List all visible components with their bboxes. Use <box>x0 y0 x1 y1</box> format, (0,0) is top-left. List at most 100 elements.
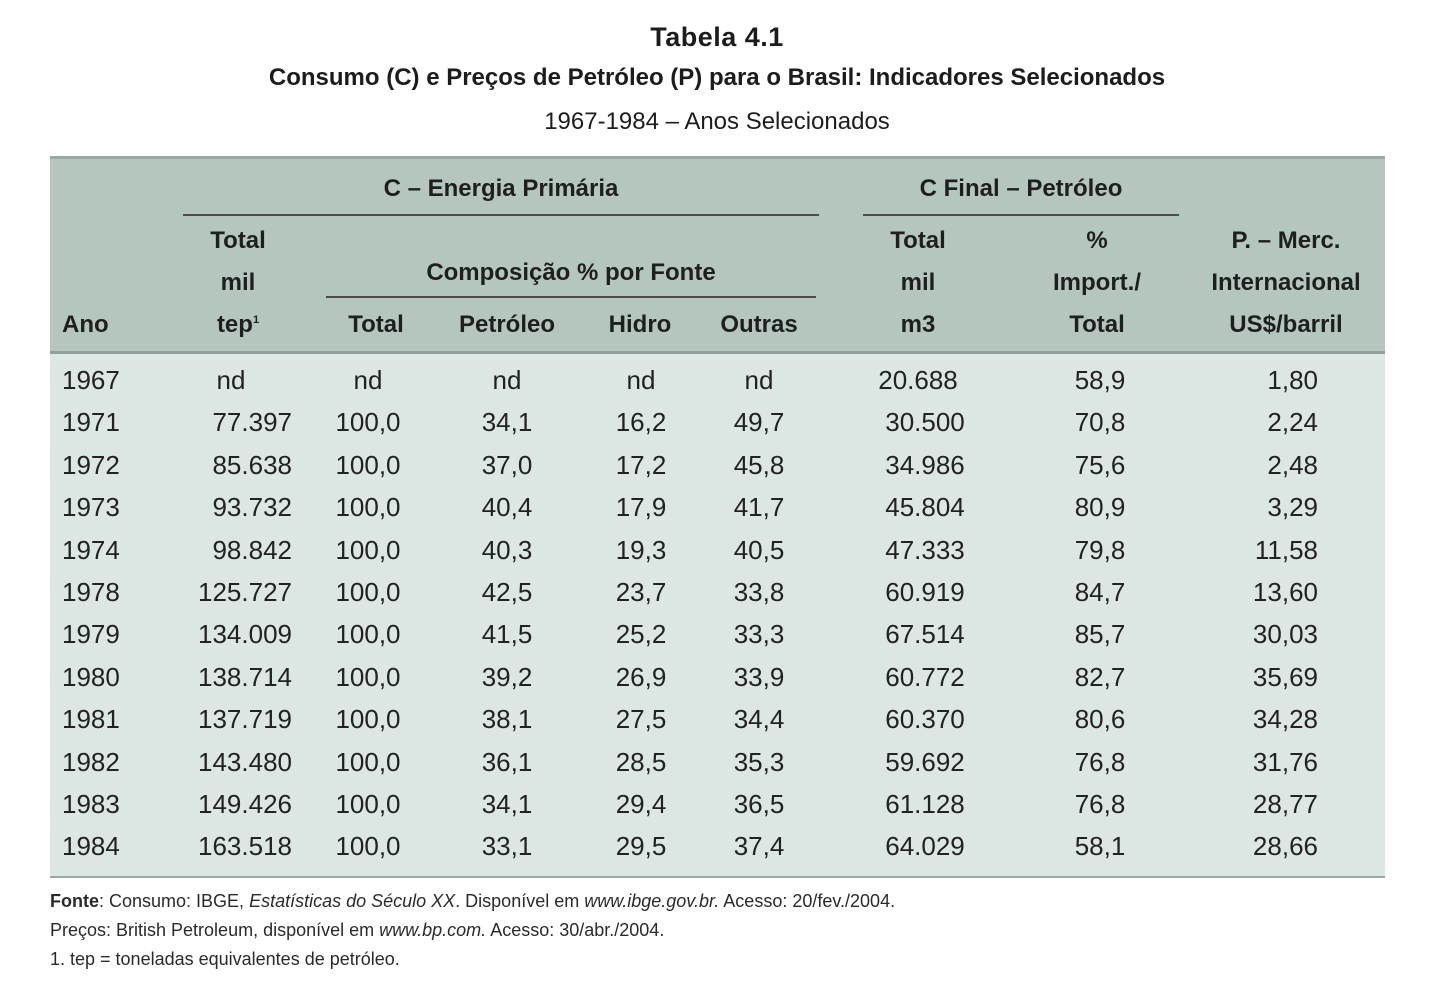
fonte-text-3: Acesso: 20/fev./2004. <box>719 891 896 911</box>
cell-total-tep: 138.714 <box>198 661 292 692</box>
cell-petroleo: 41,5 <box>481 619 533 650</box>
cell-import-pct: 80,9 <box>1074 492 1126 523</box>
cell-comp-total: 100,0 <box>335 831 401 862</box>
cell-price: 3,29 <box>1267 492 1318 523</box>
table-row: 1983 149.426 100,0 34,1 29,4 36,5 61.128… <box>50 783 1385 825</box>
cell-hidro: 29,4 <box>615 788 667 819</box>
cell-total-tep: 85.638 <box>212 449 292 480</box>
cell-hidro: 23,7 <box>615 576 667 607</box>
cell-ano: 1973 <box>62 492 120 523</box>
cell-petroleo: 33,1 <box>481 831 533 862</box>
header-ano: Ano <box>62 311 109 338</box>
cell-hidro: 28,5 <box>615 746 667 777</box>
cell-outras: 33,9 <box>733 661 785 692</box>
cell-outras: nd <box>744 365 774 395</box>
cell-ano: 1984 <box>62 831 120 862</box>
cell-ano: 1982 <box>62 746 120 777</box>
cell-total-tep: 163.518 <box>198 831 292 862</box>
cell-outras: 34,4 <box>733 704 785 735</box>
header-final-total-line3: m3 <box>900 311 936 338</box>
cell-total-tep: 98.842 <box>212 534 292 565</box>
fonte-text-2: . Disponível em <box>455 891 585 911</box>
cell-ano: 1981 <box>62 704 120 735</box>
cell-hidro: 19,3 <box>615 534 667 565</box>
table-bottom-rule <box>50 876 1385 878</box>
table-row: 1982 143.480 100,0 36,1 28,5 35,3 59.692… <box>50 741 1385 783</box>
cell-ano: 1979 <box>62 619 120 650</box>
header-comp-outras: Outras <box>720 311 798 338</box>
cell-hidro: 16,2 <box>615 407 667 438</box>
cell-petroleo: 37,0 <box>481 449 533 480</box>
cell-petroleo: 34,1 <box>481 788 533 819</box>
table-header: C – Energia Primária C Final – Petróleo … <box>50 156 1385 354</box>
header-import-line2: Import./ <box>1053 269 1141 296</box>
cell-comp-total: 100,0 <box>335 449 401 480</box>
cell-outras: 45,8 <box>733 449 785 480</box>
cell-price: 1,80 <box>1267 365 1318 395</box>
table-row: 1967 nd nd nd nd nd 20.688 58,9 1,80 <box>50 359 1385 401</box>
cell-petroleo: 42,5 <box>481 576 533 607</box>
table-body: 1967 nd nd nd nd nd 20.688 58,9 1,80 197… <box>50 359 1385 868</box>
cell-outras: 40,5 <box>733 534 785 565</box>
data-table: C – Energia Primária C Final – Petróleo … <box>50 156 1385 878</box>
fonte-link-ibge: www.ibge.gov.br. <box>584 891 720 911</box>
cell-ano: 1978 <box>62 576 120 607</box>
cell-final-total: 64.029 <box>885 831 965 862</box>
cell-import-pct: 85,7 <box>1074 619 1126 650</box>
cell-hidro: 17,2 <box>615 449 667 480</box>
header-final-total-line1: Total <box>890 227 946 254</box>
table-row: 1971 77.397 100,0 34,1 16,2 49,7 30.500 … <box>50 401 1385 443</box>
cell-ano: 1983 <box>62 788 120 819</box>
cell-import-pct: 82,7 <box>1074 661 1126 692</box>
cell-comp-total: 100,0 <box>335 788 401 819</box>
table-title: Tabela 4.1 <box>650 22 784 52</box>
table-row: 1980 138.714 100,0 39,2 26,9 33,9 60.772… <box>50 656 1385 698</box>
table-subtitle: Consumo (C) e Preços de Petróleo (P) par… <box>268 64 1166 91</box>
header-total-line2: mil <box>220 269 256 296</box>
cell-import-pct: 80,6 <box>1074 704 1126 735</box>
precos-link-bp: www.bp.com. <box>379 920 487 940</box>
table-row: 1974 98.842 100,0 40,3 19,3 40,5 47.333 … <box>50 529 1385 571</box>
cell-import-pct: 84,7 <box>1074 576 1126 607</box>
cell-ano: 1967 <box>62 365 120 395</box>
header-composicao: Composição % por Fonte <box>426 259 716 286</box>
precos-text-1: Preços: British Petroleum, disponível em <box>50 920 380 940</box>
cell-ano: 1971 <box>62 407 120 438</box>
cell-total-tep: 143.480 <box>198 746 292 777</box>
cell-final-total: 60.772 <box>885 661 965 692</box>
cell-price: 28,77 <box>1252 788 1318 819</box>
fonte-text-1: : Consumo: IBGE, <box>99 891 250 911</box>
cell-comp-total: 100,0 <box>335 619 401 650</box>
table-footnotes: Fonte: Consumo: IBGE, Estatísticas do Sé… <box>50 887 895 974</box>
precos-text-2: Acesso: 30/abr./2004. <box>486 920 665 940</box>
cell-ano: 1974 <box>62 534 120 565</box>
cell-import-pct: 76,8 <box>1074 788 1126 819</box>
cell-comp-total: 100,0 <box>335 704 401 735</box>
cell-outras: 41,7 <box>733 492 785 523</box>
cell-comp-total: 100,0 <box>335 407 401 438</box>
cell-final-total: 30.500 <box>885 407 965 438</box>
cell-final-total: 20.688 <box>878 365 958 395</box>
header-total-line1: Total <box>210 227 266 254</box>
fonte-label: Fonte <box>50 891 99 911</box>
cell-petroleo: 36,1 <box>481 746 533 777</box>
header-price-line1: P. – Merc. <box>1231 227 1341 254</box>
header-rule-energia <box>183 214 819 216</box>
cell-import-pct: 58,1 <box>1074 831 1126 862</box>
cell-hidro: 26,9 <box>615 661 667 692</box>
cell-comp-total: nd <box>353 365 383 395</box>
table-row: 1981 137.719 100,0 38,1 27,5 34,4 60.370… <box>50 698 1385 740</box>
cell-total-tep: 93.732 <box>212 492 292 523</box>
cell-price: 2,24 <box>1267 407 1318 438</box>
footnote-precos: Preços: British Petroleum, disponível em… <box>50 916 895 945</box>
cell-outras: 33,3 <box>733 619 785 650</box>
cell-final-total: 47.333 <box>885 534 965 565</box>
header-price-line3: US$/barril <box>1229 311 1343 338</box>
cell-final-total: 67.514 <box>885 619 965 650</box>
cell-price: 34,28 <box>1252 704 1318 735</box>
cell-comp-total: 100,0 <box>335 661 401 692</box>
cell-hidro: 29,5 <box>615 831 667 862</box>
footnote-tep: 1. tep = toneladas equivalentes de petró… <box>50 949 400 969</box>
table-row: 1973 93.732 100,0 40,4 17,9 41,7 45.804 … <box>50 486 1385 528</box>
header-comp-hidro: Hidro <box>608 311 672 338</box>
